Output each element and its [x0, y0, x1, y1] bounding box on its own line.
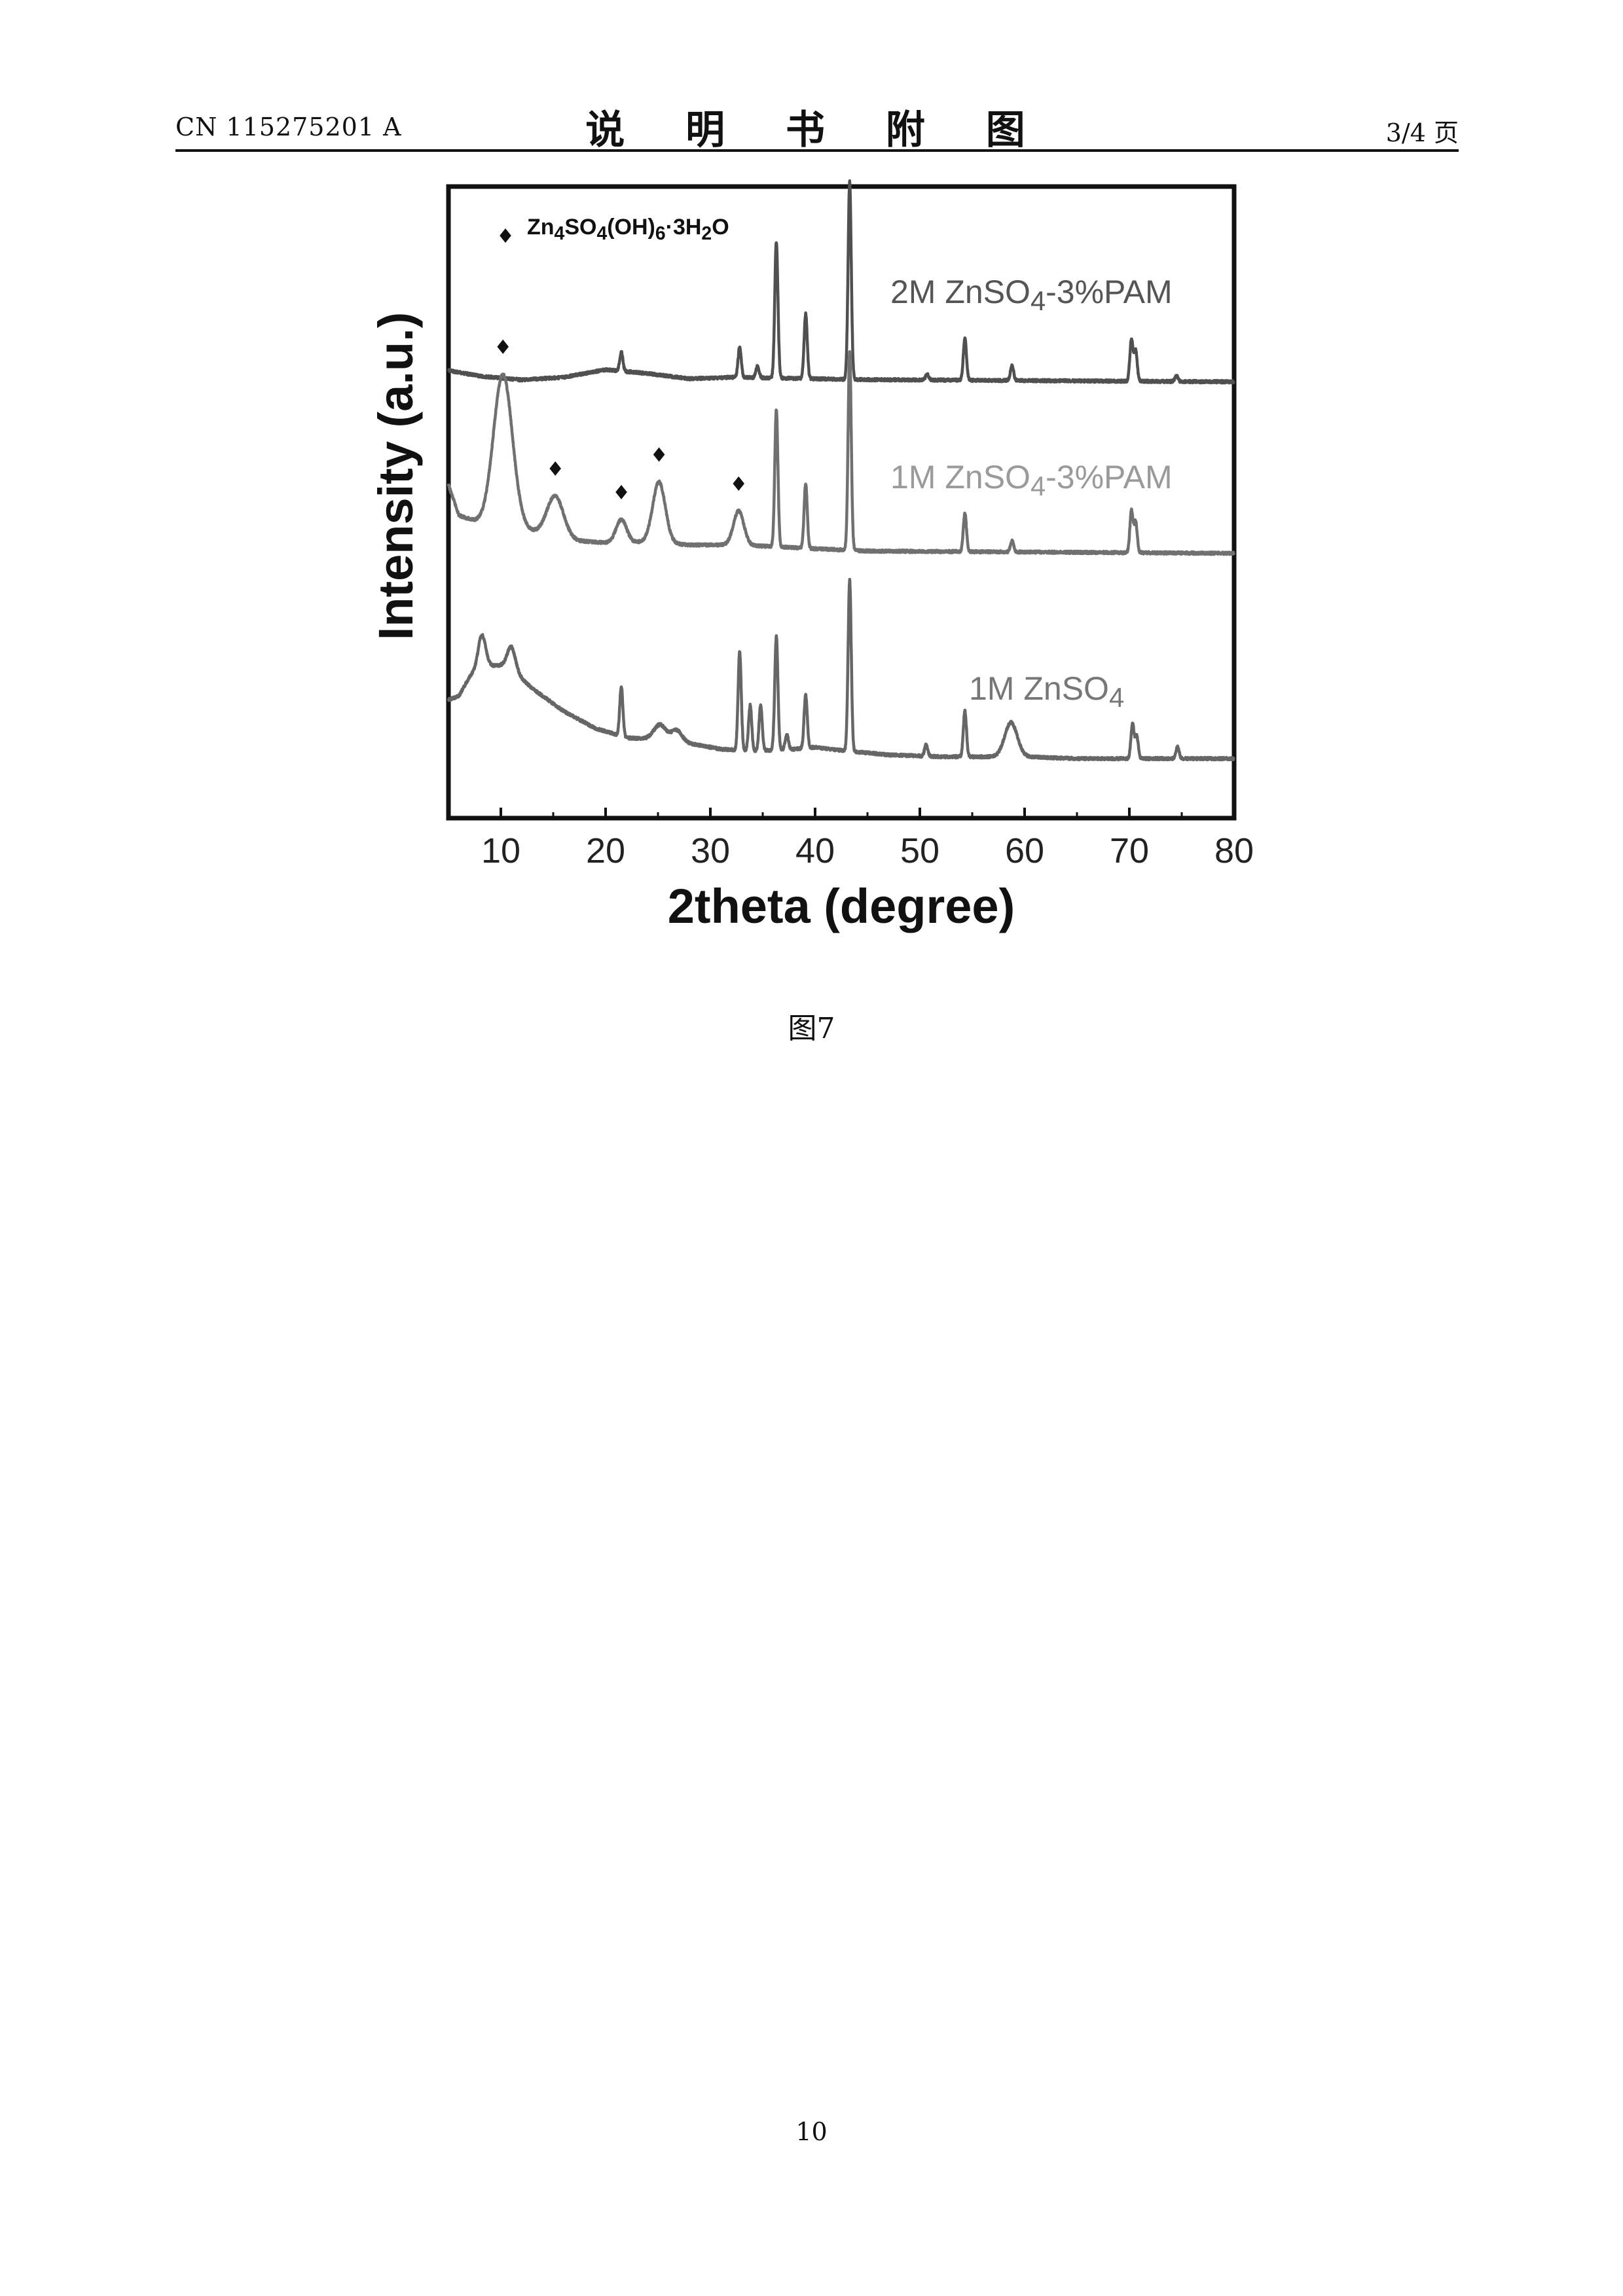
xrd-figure: 10 20 30 40 50 60 70 80 2theta (degree) Intensity…: [354, 164, 1283, 949]
legend-marker: [500, 228, 511, 243]
phase-marker: [615, 484, 627, 499]
series-line: [447, 350, 1235, 556]
x-tick-label: 40: [795, 831, 835, 870]
x-axis-title: 2theta (degree): [668, 879, 1015, 933]
plot-frame: [446, 184, 1237, 821]
page-header: CN 115275201 A 说 明 书 附 图 3/4 页: [175, 98, 1459, 153]
x-tick-label: 30: [691, 831, 730, 870]
legend-label: Zn4SO4(OH)6·3H2O: [527, 215, 729, 244]
x-tick-label: 70: [1110, 831, 1149, 870]
header-rule: [175, 149, 1459, 152]
patent-number: CN 115275201 A: [175, 113, 402, 141]
y-axis-title: Intensity (a.u.): [369, 312, 423, 641]
series-line: [447, 179, 1235, 385]
page-number: 10: [795, 2117, 828, 2146]
phase-marker: [653, 447, 665, 462]
series-label-text: 2M ZnSO4-3%PAM: [890, 274, 1173, 316]
x-tick-label: 20: [586, 831, 625, 870]
phase-marker: [733, 476, 744, 491]
phase-marker: [497, 339, 509, 354]
x-tick-label: 10: [481, 831, 520, 870]
x-tick-label: 80: [1214, 831, 1254, 870]
series-label-text: 1M ZnSO4-3%PAM: [890, 459, 1173, 501]
phase-marker: [549, 461, 561, 476]
figure-caption: 图7: [788, 1012, 835, 1045]
x-tick-label: 60: [1005, 831, 1044, 870]
page-of: 3/4 页: [1385, 118, 1459, 147]
series-line: [447, 577, 1235, 762]
series-label-text: 1M ZnSO4: [969, 670, 1125, 713]
section-title: 说 明 书 附 图: [585, 107, 1049, 153]
legend-label-text: Zn4SO4(OH)6·3H2O: [527, 215, 729, 244]
xrd-chart: 10 20 30 40 50 60 70 80 2theta (degree) Intensity…: [369, 179, 1254, 933]
series-label: 1M ZnSO4: [969, 670, 1125, 713]
series-label: 2M ZnSO4-3%PAM: [890, 274, 1173, 316]
x-tick-label: 50: [900, 831, 939, 870]
series-label: 1M ZnSO4-3%PAM: [890, 459, 1173, 501]
